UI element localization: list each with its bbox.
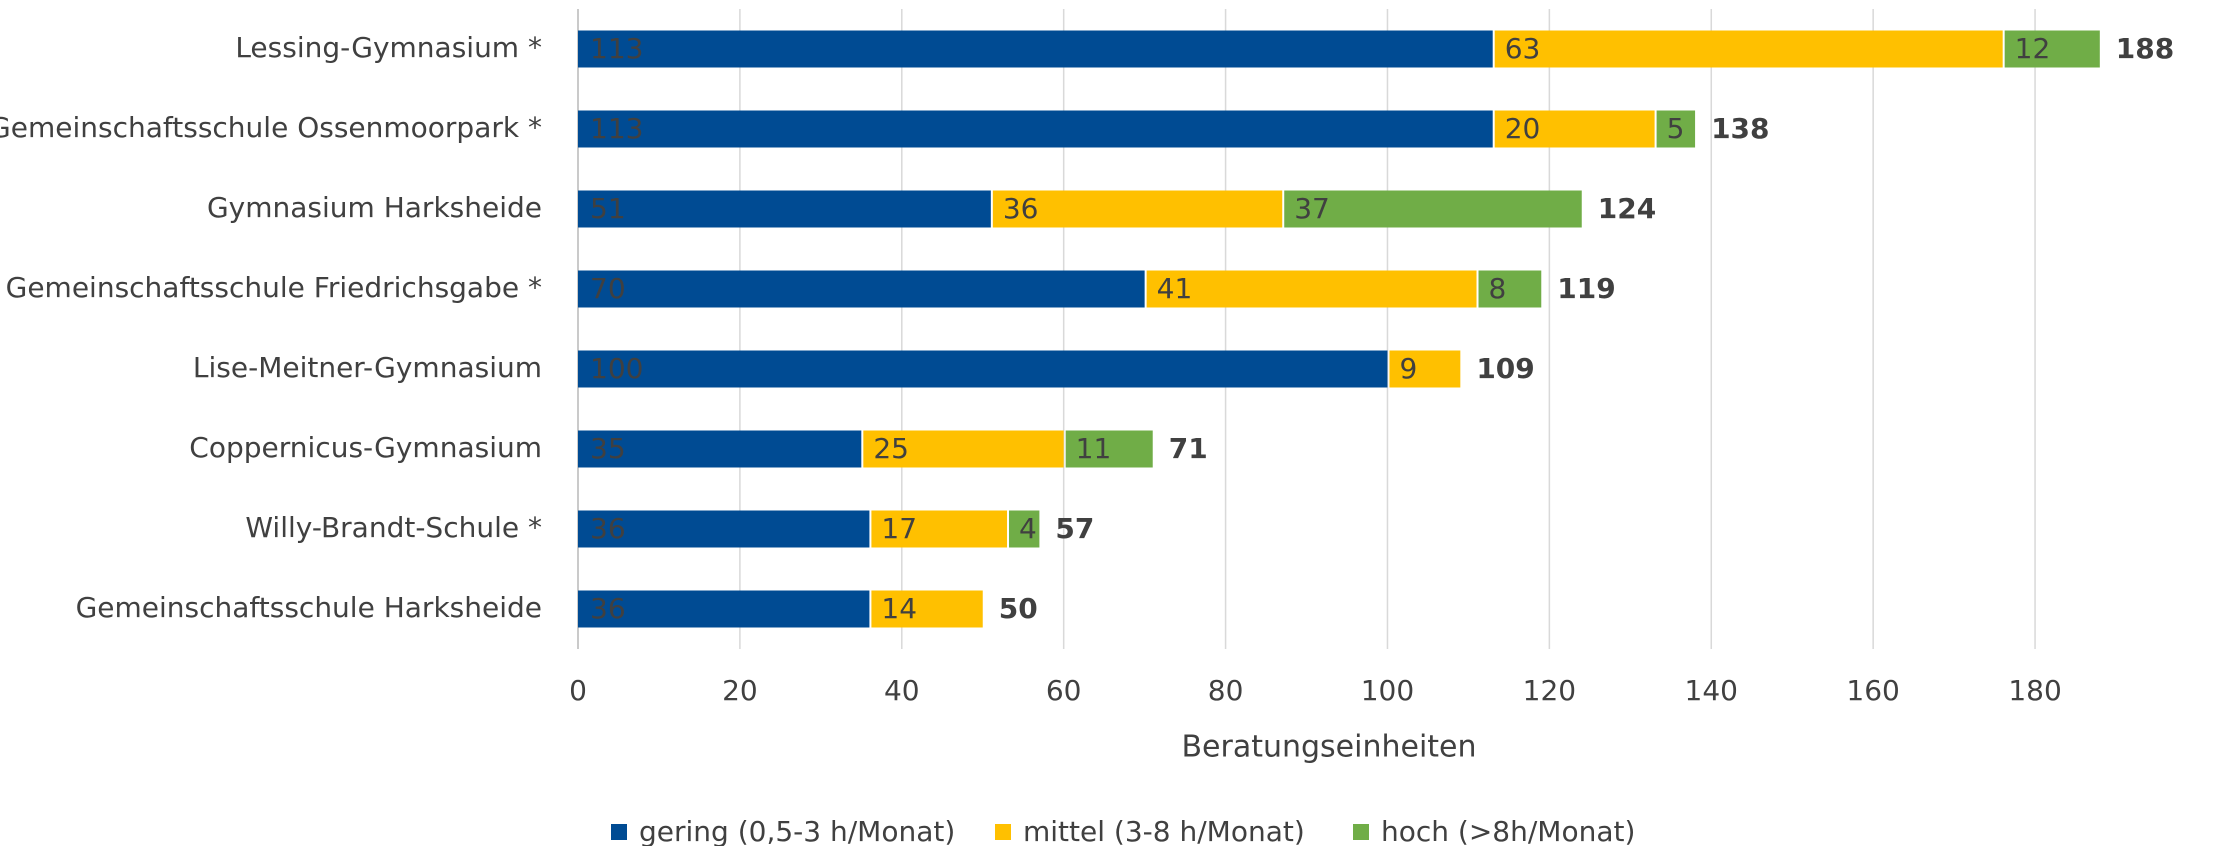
bar-segment — [871, 510, 1008, 548]
bar-segment — [1389, 350, 1461, 388]
bar-segment — [578, 110, 1493, 148]
value-label: 5 — [1667, 112, 1685, 145]
bar-segment — [578, 350, 1388, 388]
value-label: 25 — [873, 432, 909, 465]
value-label: 12 — [2015, 32, 2051, 65]
bar-segment — [1009, 510, 1040, 548]
value-label: 100 — [590, 352, 643, 385]
legend-swatch — [1353, 824, 1369, 840]
legend-swatch — [611, 824, 627, 840]
y-tick-label: Lise-Meitner-Gymnasium — [193, 351, 542, 384]
bar-segment — [1146, 270, 1477, 308]
x-tick-label: 80 — [1208, 674, 1244, 707]
bar-segment — [863, 430, 1064, 468]
x-tick-label: 20 — [722, 674, 758, 707]
bar-segment — [992, 190, 1283, 228]
total-label: 57 — [1055, 512, 1094, 545]
x-tick-label: 100 — [1361, 674, 1414, 707]
total-label: 71 — [1169, 432, 1208, 465]
x-tick-label: 120 — [1523, 674, 1576, 707]
x-tick-label: 40 — [884, 674, 920, 707]
value-label: 36 — [590, 512, 626, 545]
value-label: 113 — [590, 112, 643, 145]
value-label: 37 — [1294, 192, 1330, 225]
value-label: 63 — [1505, 32, 1541, 65]
y-tick-label: Gemeinschaftsschule Friedrichsgabe * — [6, 271, 542, 304]
bar-segment — [1656, 110, 1696, 148]
x-tick-label: 180 — [2008, 674, 2061, 707]
value-label: 8 — [1489, 272, 1507, 305]
x-axis-title: Beratungseinheiten — [1181, 730, 1476, 765]
bar-segment — [578, 270, 1145, 308]
total-label: 119 — [1557, 272, 1615, 305]
value-label: 14 — [881, 592, 917, 625]
value-label: 36 — [590, 592, 626, 625]
x-tick-label: 60 — [1046, 674, 1082, 707]
x-tick-label: 140 — [1685, 674, 1738, 707]
legend-swatch — [995, 824, 1011, 840]
value-label: 113 — [590, 32, 643, 65]
total-label: 124 — [1598, 192, 1656, 225]
bar-segment — [578, 590, 870, 628]
y-tick-label: Gemeinschaftsschule Ossenmoorpark * — [0, 111, 542, 144]
y-tick-label: Gymnasium Harksheide — [207, 191, 542, 224]
bar-segment — [578, 430, 862, 468]
total-label: 109 — [1476, 352, 1534, 385]
value-label: 70 — [590, 272, 626, 305]
total-label: 50 — [999, 592, 1038, 625]
value-label: 9 — [1399, 352, 1417, 385]
bar-segment — [578, 510, 870, 548]
x-tick-label: 0 — [569, 674, 587, 707]
bar-segment — [578, 190, 991, 228]
value-label: 4 — [1019, 512, 1037, 545]
y-tick-label: Gemeinschaftsschule Harksheide — [76, 591, 542, 624]
bar-segment — [1478, 270, 1542, 308]
legend-label: gering (0,5-3 h/Monat) — [639, 815, 955, 846]
value-label: 11 — [1076, 432, 1112, 465]
bar-segment — [871, 590, 983, 628]
bar-segment — [2004, 30, 2100, 68]
legend-label: mittel (3-8 h/Monat) — [1023, 815, 1305, 846]
value-label: 36 — [1003, 192, 1039, 225]
bar-segment — [1284, 190, 1582, 228]
value-label: 51 — [590, 192, 626, 225]
y-tick-label: Willy-Brandt-Schule * — [245, 511, 542, 544]
bar-segment — [1494, 30, 2003, 68]
bar-segment — [1494, 110, 1655, 148]
total-label: 188 — [2116, 32, 2174, 65]
value-label: 20 — [1505, 112, 1541, 145]
y-tick-label: Coppernicus-Gymnasium — [189, 431, 542, 464]
bar-segment — [1065, 430, 1153, 468]
value-label: 17 — [881, 512, 917, 545]
value-label: 41 — [1157, 272, 1193, 305]
x-tick-label: 160 — [1846, 674, 1899, 707]
value-label: 35 — [590, 432, 626, 465]
legend-label: hoch (>8h/Monat) — [1381, 815, 1635, 846]
total-label: 138 — [1711, 112, 1769, 145]
y-tick-label: Lessing-Gymnasium * — [235, 31, 542, 64]
bar-segment — [578, 30, 1493, 68]
